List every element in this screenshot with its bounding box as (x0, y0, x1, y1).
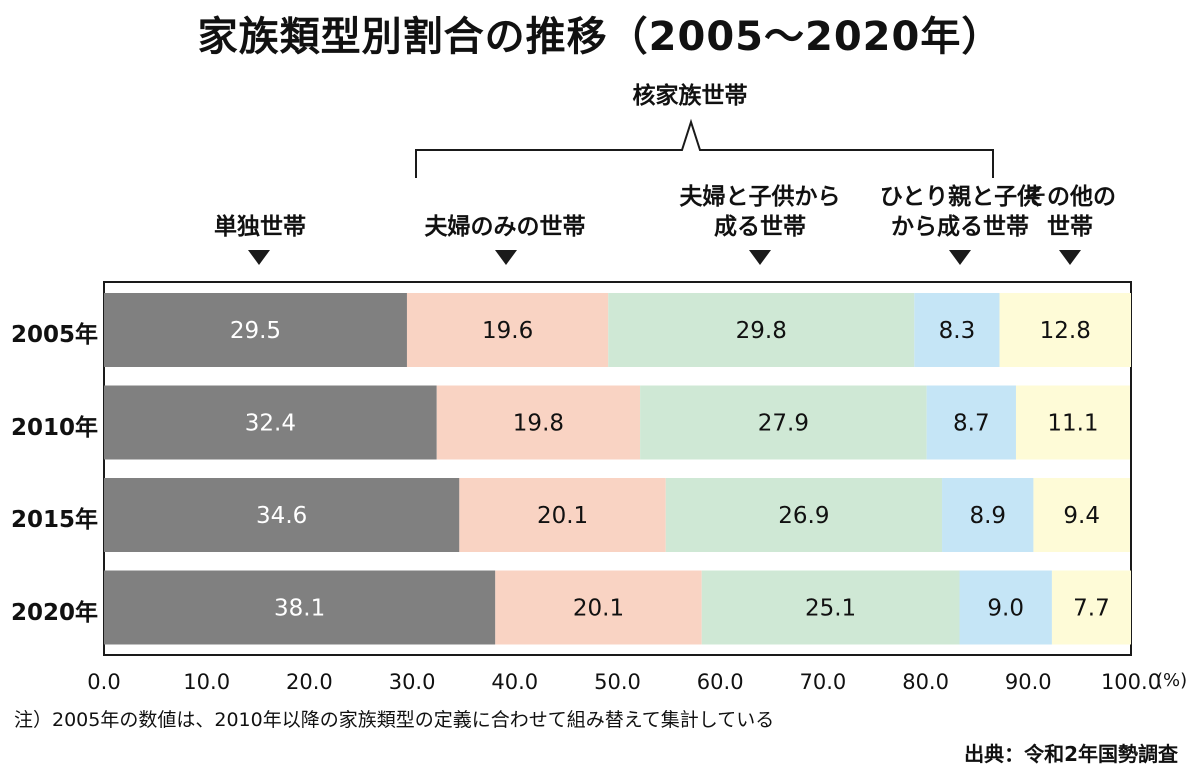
bar-value-label: 38.1 (274, 596, 325, 622)
bar-segment (459, 478, 666, 552)
bar-value-label: 8.3 (939, 318, 976, 344)
bar-segment (1051, 570, 1131, 645)
bar-segment (665, 478, 943, 552)
category-label-line: その他の (1024, 184, 1116, 210)
category-label-couple-only: 夫婦のみの世帯 (400, 212, 610, 242)
plot-frame (103, 281, 1132, 656)
bar-value-label: 8.9 (969, 503, 1006, 529)
nuclear-family-group-label: 核家族世帯 (632, 83, 748, 109)
plot-area: 29.5 19.6 29.8 8.3 12.8 32.4 19.8 27.9 8.7 11.1 34… (103, 281, 1132, 656)
row-label: 2010年 (10, 414, 98, 441)
bar-value-label: 20.1 (537, 503, 588, 529)
x-tick-label: 20.0 (286, 670, 333, 694)
bar-value-label: 34.6 (256, 503, 307, 529)
row-label: 2005年 (10, 322, 98, 348)
bar-segment (608, 293, 915, 367)
bar-value-label: 20.1 (573, 596, 624, 622)
bar-value-label: 9.0 (987, 596, 1024, 622)
x-tick-label: 90.0 (1004, 670, 1052, 694)
category-label-line: 夫婦のみの世帯 (424, 214, 586, 240)
source-text: 出典：令和2年国勢調査 (964, 742, 1178, 766)
category-label-line: 成る世帯 (714, 214, 806, 240)
bar-segment (942, 478, 1034, 552)
bar-value-label: 9.4 (1063, 503, 1100, 529)
triangle-down-icon (749, 250, 771, 265)
bar-value-label: 27.9 (758, 411, 809, 437)
bar-segment (495, 570, 702, 645)
category-label-line: 世帯 (1047, 214, 1093, 240)
triangle-down-icon (949, 250, 971, 265)
bar-segment (914, 293, 1000, 367)
x-tick-label: 80.0 (902, 670, 949, 694)
x-tick-label: 0.0 (87, 670, 121, 694)
bar-value-label: 29.8 (736, 318, 787, 344)
bar-value-label: 26.9 (778, 503, 829, 529)
triangle-down-icon (495, 250, 517, 265)
category-label-line: 単独世帯 (214, 214, 306, 240)
category-label-line: から成る世帯 (891, 214, 1029, 240)
bar-value-label: 12.8 (1040, 318, 1091, 344)
bar-value-label: 29.5 (230, 318, 281, 344)
category-label-single-parent: ひとり親と子供 から成る世帯 (860, 182, 1060, 242)
category-label-line: 夫婦と子供から (679, 184, 841, 210)
bar-segment (406, 293, 609, 367)
x-tick-label: 40.0 (491, 670, 539, 694)
bar-segment (104, 570, 496, 645)
x-tick-label: 50.0 (594, 670, 641, 694)
x-tick-label: 100.0 (1100, 670, 1162, 694)
bar-value-label: 19.8 (513, 411, 564, 437)
bar-value-label: 19.6 (482, 318, 533, 344)
bar-segment (1033, 478, 1130, 552)
footnote: 注）2005年の数値は、2010年以降の家族類型の定義に合わせて組み替えて集計し… (14, 709, 775, 731)
category-label-couple-with-children: 夫婦と子供から 成る世帯 (660, 182, 860, 242)
bar-segment (104, 293, 407, 367)
bar-segment (104, 385, 437, 460)
x-tick-label: 30.0 (388, 670, 436, 694)
bar-value-label: 7.7 (1073, 596, 1110, 622)
row-label: 2020年 (10, 599, 98, 626)
row-label: 2015年 (10, 507, 98, 533)
triangle-down-icon (1059, 250, 1081, 265)
bar-segment (999, 293, 1131, 367)
x-tick-label: 60.0 (696, 670, 744, 694)
bar-segment (104, 478, 460, 552)
nuclear-family-bracket (415, 118, 994, 178)
x-tick-label: 10.0 (183, 670, 231, 694)
bar-value-label: 11.1 (1047, 411, 1098, 437)
bar-segment (926, 385, 1016, 460)
bar-value-label: 25.1 (805, 596, 856, 622)
x-tick-label: 70.0 (799, 670, 847, 694)
bar-segment (1015, 385, 1130, 460)
bar-segment (640, 385, 927, 460)
bar-segment (701, 570, 960, 645)
bar-segment (436, 385, 641, 460)
category-label-single: 単独世帯 (160, 212, 360, 242)
category-label-other: その他の 世帯 (1015, 182, 1125, 242)
bar-segment (959, 570, 1052, 645)
category-label-line: ひとり親と子供 (879, 184, 1041, 210)
bar-value-label: 32.4 (245, 411, 296, 437)
triangle-down-icon (248, 250, 270, 265)
chart-title: 家族類型別割合の推移（2005～2020年） (197, 14, 1003, 60)
x-unit-label: (%) (1156, 670, 1188, 691)
bar-value-label: 8.7 (953, 411, 990, 437)
